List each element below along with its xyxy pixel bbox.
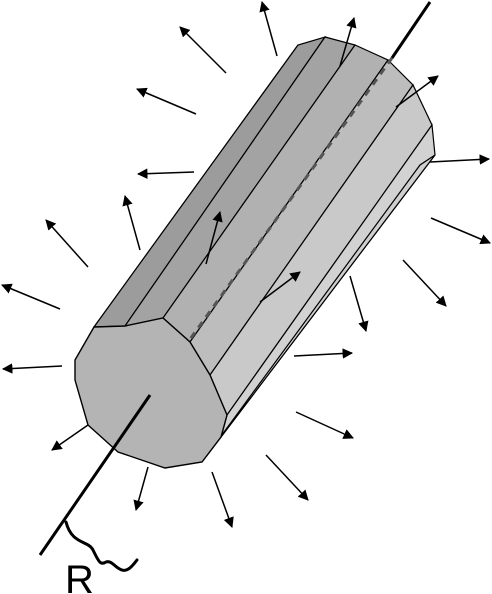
field-arrow-icon (395, 75, 439, 108)
cylinder-body (74, 35, 436, 463)
field-arrow-icon (265, 454, 309, 501)
field-arrow-icon (205, 210, 223, 265)
axis-line-bottom (38, 394, 152, 556)
radial-field-arrows (1, 0, 491, 528)
field-arrow-icon (259, 0, 278, 57)
radius-brace (64, 520, 139, 572)
field-arrow-icon (133, 466, 149, 512)
field-arrow-icon (1, 363, 63, 374)
field-arrow-icon (122, 194, 141, 251)
field-arrow-icon (295, 411, 354, 439)
field-arrow-icon (429, 154, 491, 165)
field-arrow-icon (179, 26, 227, 74)
field-arrow-icon (430, 217, 491, 245)
field-arrow-icon (339, 16, 357, 67)
field-arrow-icon (1, 283, 61, 310)
field-arrow-icon (51, 424, 89, 451)
field-arrow-icon (136, 87, 197, 115)
field-arrow-icon (259, 271, 301, 303)
field-arrow-icon (45, 219, 89, 268)
field-arrow-icon (293, 348, 354, 359)
cylinder-end-face (74, 317, 228, 469)
field-arrow-icon (211, 471, 234, 528)
surface-arrows (205, 16, 439, 303)
field-arrow-icon (402, 259, 447, 307)
field-arrow-icon (349, 275, 369, 333)
axis-line-top (390, 1, 432, 59)
radius-label: R (65, 558, 94, 594)
field-arrow-icon (136, 168, 195, 179)
axis-dashed-inside (148, 57, 394, 396)
